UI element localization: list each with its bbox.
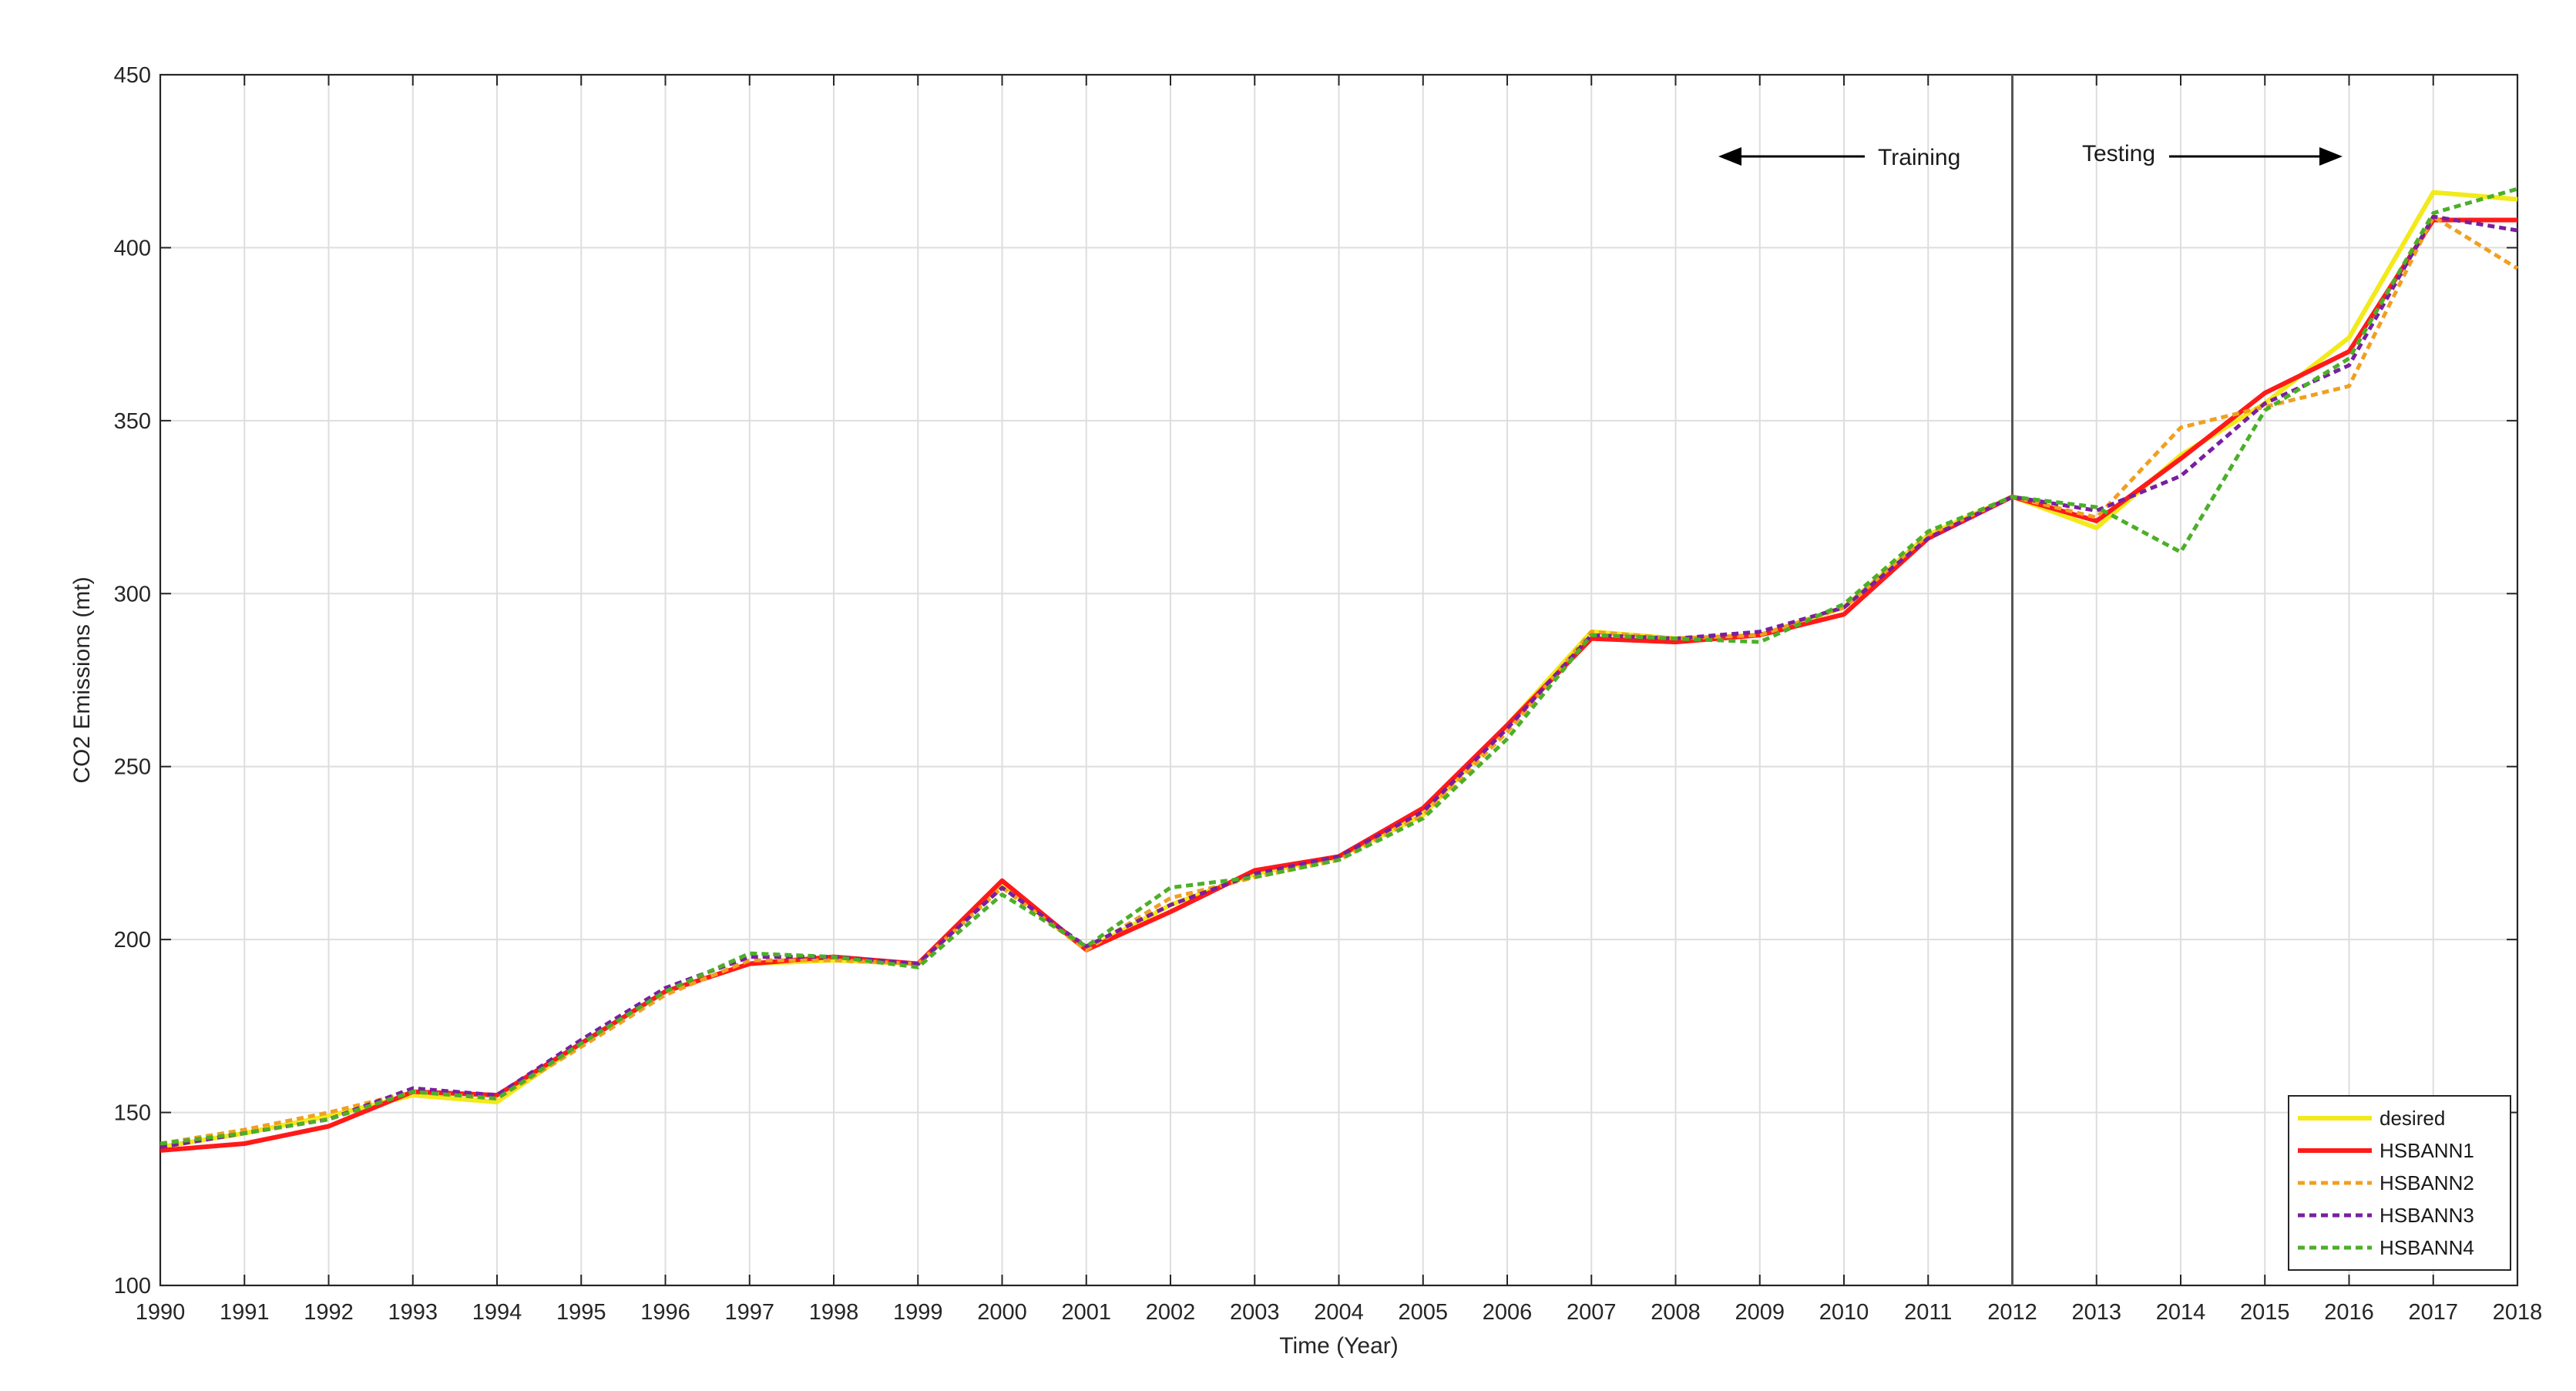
- y-tick-label: 400: [114, 236, 151, 260]
- x-tick-label: 1996: [640, 1300, 690, 1325]
- x-tick-label: 2001: [1061, 1300, 1111, 1325]
- x-tick-label: 1999: [893, 1300, 943, 1325]
- x-tick-label: 1991: [220, 1300, 270, 1325]
- x-tick-label: 2017: [2408, 1300, 2458, 1325]
- series-line-hsbann3: [160, 214, 2518, 1149]
- train-test-annotations: Training Testing: [1718, 141, 2343, 170]
- x-tick-label: 1997: [724, 1300, 774, 1325]
- x-tick-label: 1998: [809, 1300, 859, 1325]
- series-lines: [160, 186, 2519, 1153]
- x-tick-label: 2009: [1735, 1300, 1785, 1325]
- x-tick-label: 2010: [1819, 1300, 1869, 1325]
- x-tick-label: 1995: [556, 1300, 606, 1325]
- legend-label-hsbann2: HSBANN2: [2380, 1171, 2474, 1194]
- y-axis-ticks: 100 150 200 250 300 350 400 450: [114, 63, 2517, 1299]
- y-tick-label: 300: [114, 582, 151, 606]
- y-tick-label: 250: [114, 755, 151, 780]
- x-tick-label: 2002: [1146, 1300, 1196, 1325]
- training-arrowhead: [1718, 147, 1741, 166]
- legend-items: desired HSBANN1 HSBANN2 HSBANN3 HSBANN4: [2298, 1107, 2474, 1259]
- x-tick-label: 2015: [2240, 1300, 2290, 1325]
- series-line-hsbann4: [160, 186, 2518, 1146]
- testing-arrowhead: [2319, 147, 2343, 166]
- x-tick-label: 2000: [977, 1300, 1027, 1325]
- y-tick-label: 100: [114, 1274, 151, 1299]
- x-tick-label: 2014: [2156, 1300, 2206, 1325]
- y-tick-label: 200: [114, 928, 151, 953]
- x-tick-label: 2013: [2071, 1300, 2121, 1325]
- x-tick-label: 2005: [1398, 1300, 1448, 1325]
- x-tick-label: 2006: [1483, 1300, 1533, 1325]
- x-tick-label: 2007: [1567, 1300, 1617, 1325]
- legend-label-hsbann1: HSBANN1: [2380, 1139, 2474, 1162]
- x-tick-label: 2011: [1904, 1300, 1952, 1325]
- x-tick-label: 1993: [388, 1300, 438, 1325]
- legend-label-hsbann3: HSBANN3: [2380, 1204, 2474, 1227]
- x-tick-label: 1990: [136, 1300, 186, 1325]
- training-label: Training: [1878, 145, 1960, 170]
- legend: desired HSBANN1 HSBANN2 HSBANN3 HSBANN4: [2288, 1095, 2511, 1271]
- x-axis-label: Time (Year): [1279, 1333, 1398, 1359]
- x-tick-label: 2004: [1314, 1300, 1364, 1325]
- y-tick-label: 150: [114, 1101, 151, 1126]
- x-tick-label: 2016: [2324, 1300, 2374, 1325]
- x-tick-label: 1992: [304, 1300, 354, 1325]
- legend-label-desired: desired: [2380, 1107, 2445, 1130]
- x-tick-label: 2012: [1987, 1300, 2037, 1325]
- x-tick-label: 2003: [1230, 1300, 1280, 1325]
- y-tick-label: 350: [114, 409, 151, 434]
- x-tick-label: 1994: [472, 1300, 522, 1325]
- y-tick-label: 450: [114, 63, 151, 88]
- x-tick-label: 2008: [1651, 1300, 1701, 1325]
- y-axis-label: CO2 Emissions (mt): [69, 576, 95, 783]
- x-axis-ticks: 1990 1991 1992 1993 1994 1995 1996 1997 1998 1999…: [136, 75, 2543, 1325]
- testing-label: Testing: [2082, 141, 2155, 166]
- x-tick-label: 2018: [2493, 1300, 2543, 1325]
- legend-label-hsbann4: HSBANN4: [2380, 1236, 2474, 1259]
